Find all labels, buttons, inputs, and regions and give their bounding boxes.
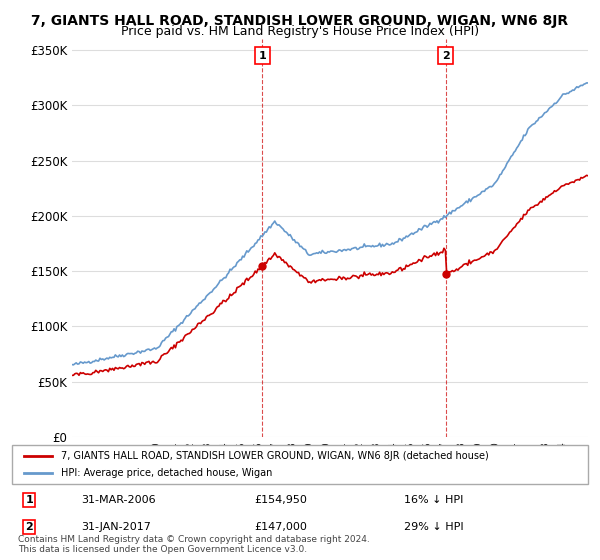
Text: 2: 2 [25,522,33,532]
Text: Price paid vs. HM Land Registry's House Price Index (HPI): Price paid vs. HM Land Registry's House … [121,25,479,38]
Text: £154,950: £154,950 [254,495,307,505]
Text: 29% ↓ HPI: 29% ↓ HPI [404,522,463,532]
FancyBboxPatch shape [12,445,588,484]
Text: 16% ↓ HPI: 16% ↓ HPI [404,495,463,505]
Text: 31-JAN-2017: 31-JAN-2017 [81,522,151,532]
Text: HPI: Average price, detached house, Wigan: HPI: Average price, detached house, Wiga… [61,468,272,478]
Text: 1: 1 [259,51,266,61]
Text: Contains HM Land Registry data © Crown copyright and database right 2024.
This d: Contains HM Land Registry data © Crown c… [18,535,370,554]
Text: 2: 2 [442,51,449,61]
Text: 7, GIANTS HALL ROAD, STANDISH LOWER GROUND, WIGAN, WN6 8JR: 7, GIANTS HALL ROAD, STANDISH LOWER GROU… [31,14,569,28]
Text: 1: 1 [25,495,33,505]
Text: 7, GIANTS HALL ROAD, STANDISH LOWER GROUND, WIGAN, WN6 8JR (detached house): 7, GIANTS HALL ROAD, STANDISH LOWER GROU… [61,451,489,461]
Text: 31-MAR-2006: 31-MAR-2006 [81,495,156,505]
Text: £147,000: £147,000 [254,522,307,532]
